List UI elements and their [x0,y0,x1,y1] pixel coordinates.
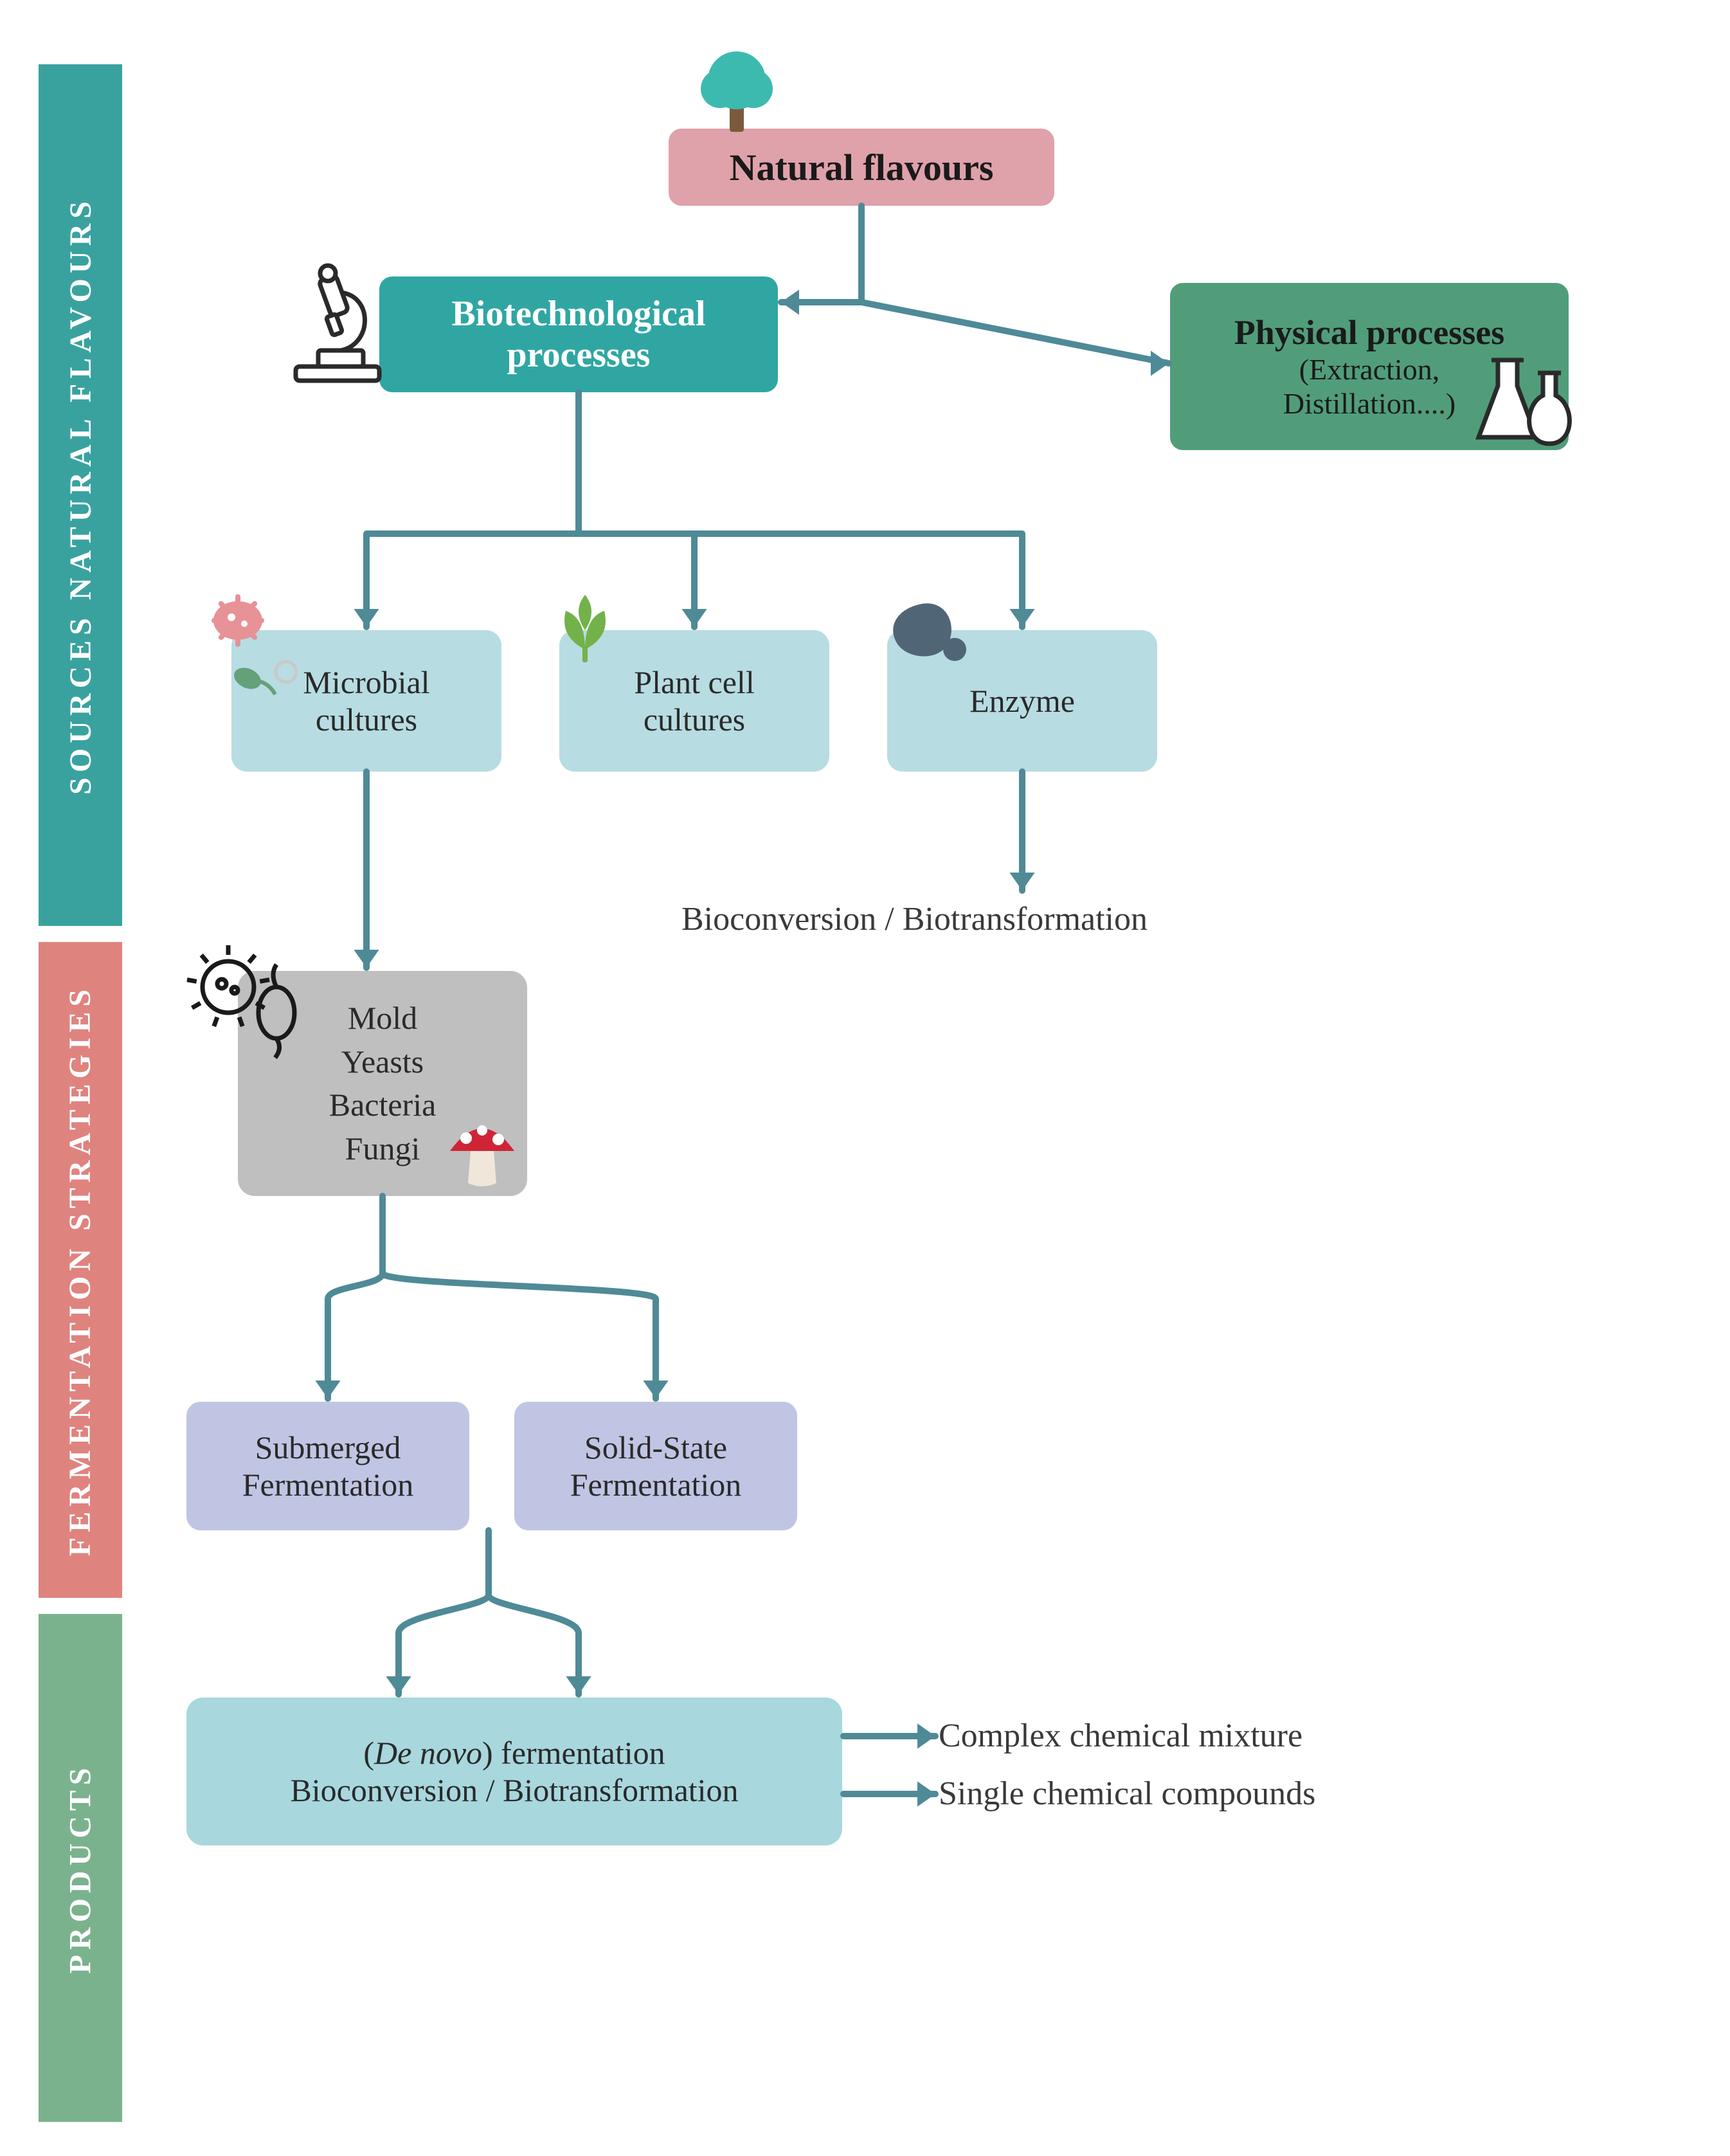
node-biotech-l1: Biotechnological [451,293,705,334]
sidebar-sources: SOURCES NATURAL FLAVOURS [39,64,122,926]
node-submerged: Submerged Fermentation [186,1402,469,1530]
node-enzyme-l1: Enzyme [969,682,1075,720]
node-productsbox-line1: (De novo) fermentation [363,1734,665,1771]
sidebar-sources-label: SOURCES NATURAL FLAVOURS [63,196,98,795]
node-plantcell: Plant cell cultures [559,630,829,772]
node-solidstate: Solid-State Fermentation [514,1402,797,1530]
node-plantcell-l2: cultures [644,701,745,738]
node-physical-l1: Physical processes [1234,313,1504,352]
sidebar-products-label: PRODUCTS [63,1762,98,1973]
node-microbial: Microbial cultures [231,630,501,772]
sidebar-fermentation-label: FERMENTATION STRATEGIES [63,984,98,1555]
node-biotech-l2: processes [507,334,651,376]
node-solidstate-l2: Fermentation [570,1466,742,1503]
text-complex: Complex chemical mixture [939,1717,1302,1755]
node-organisms-l3: Fungi [345,1127,420,1171]
node-productsbox: (De novo) fermentation Bioconversion / B… [186,1698,842,1845]
node-organisms: Mold Yeasts Bacteria Fungi [238,971,527,1196]
sidebar-products: PRODUCTS [39,1614,122,2122]
node-organisms-l2: Bacteria [329,1083,437,1127]
node-physical: Physical processes (Extraction, Distilla… [1170,283,1569,450]
node-biotech: Biotechnological processes [379,276,778,392]
node-microbial-l2: cultures [316,701,417,738]
text-single: Single chemical compounds [939,1775,1315,1813]
node-natural-flavours: Natural flavours [669,129,1054,206]
sidebar-fermentation: FERMENTATION STRATEGIES [39,942,122,1598]
node-productsbox-line2: Bioconversion / Biotransformation [290,1771,738,1809]
node-solidstate-l1: Solid-State [584,1429,727,1466]
node-submerged-l1: Submerged [255,1429,401,1466]
tree-icon [701,51,773,132]
node-physical-l3: Distillation....) [1283,386,1455,421]
node-organisms-l1: Yeasts [341,1040,424,1084]
node-physical-l2: (Extraction, [1299,352,1439,386]
microscope-icon [296,266,379,381]
text-bioconversion: Bioconversion / Biotransformation [681,900,1148,938]
node-submerged-l2: Fermentation [242,1466,414,1503]
node-natural-flavours-label: Natural flavours [730,146,994,189]
node-organisms-l0: Mold [348,997,417,1040]
node-plantcell-l1: Plant cell [634,664,754,701]
node-microbial-l1: Microbial [303,664,429,701]
node-enzyme: Enzyme [887,630,1157,772]
